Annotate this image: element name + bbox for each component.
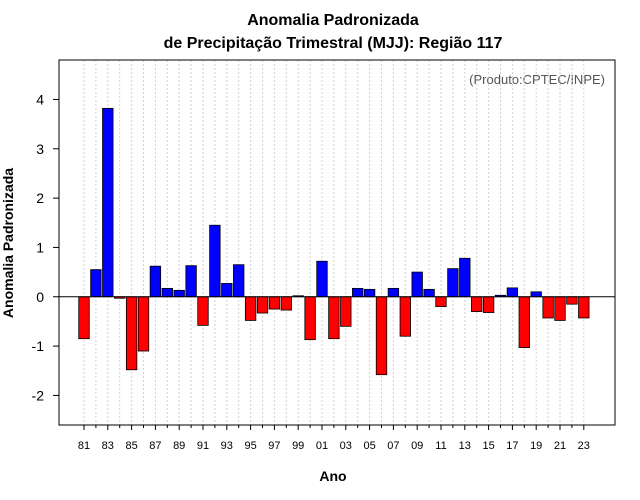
x-tick-label: 81 [78, 440, 90, 452]
y-tick-label: -1 [32, 338, 45, 354]
x-tick-label: 99 [292, 440, 304, 452]
bar-2003 [340, 296, 352, 327]
y-axis: -2 -1 0 1 2 3 4 [32, 91, 59, 403]
x-tick-label: 23 [578, 440, 590, 452]
x-tick-label: 97 [268, 440, 280, 452]
bar-2008 [399, 296, 411, 337]
x-tick-label: 93 [221, 440, 233, 452]
x-tick-label: 21 [554, 440, 566, 452]
bar-2010 [423, 288, 435, 298]
bar-2001 [316, 260, 328, 298]
x-tick-label: 15 [482, 440, 494, 452]
bar-1989 [173, 289, 185, 298]
x-tick-label: 09 [411, 440, 423, 452]
bar-1993 [221, 283, 233, 298]
bar-2013 [459, 257, 471, 298]
x-tick-label: 83 [102, 440, 114, 452]
bar-2018 [518, 296, 530, 348]
bar-2004 [352, 287, 364, 298]
plot-frame [58, 59, 616, 426]
bar-1997 [268, 296, 281, 310]
bar-2022 [566, 296, 578, 305]
bar-1996 [256, 296, 269, 314]
x-tick-label: 19 [530, 440, 542, 452]
bar-2009 [411, 271, 423, 298]
bar-2021 [554, 296, 566, 321]
x-tick-label: 17 [506, 440, 518, 452]
x-tick-label: 13 [459, 440, 471, 452]
x-tick-label: 07 [387, 440, 399, 452]
bar-1990 [185, 265, 197, 298]
bar-2011 [435, 296, 447, 308]
bar-1992 [209, 224, 221, 298]
bar-2012 [447, 268, 459, 298]
x-tick-label: 03 [340, 440, 352, 452]
bar-2014 [471, 296, 483, 312]
bar-2000 [304, 296, 316, 341]
x-tick-label: 91 [197, 440, 209, 452]
bar-1995 [244, 296, 257, 321]
y-tick-label: 3 [36, 141, 44, 157]
y-axis-label: Anomalia Padronizada [0, 168, 16, 318]
bar-1994 [233, 264, 245, 298]
x-axis-label: Ano [319, 468, 346, 484]
x-tick-label: 87 [149, 440, 161, 452]
bar-2019 [530, 291, 542, 298]
x-tick-label: 01 [316, 440, 328, 452]
bar-1985 [125, 296, 138, 371]
bar-1982 [90, 269, 102, 298]
bar-2020 [542, 296, 554, 319]
y-tick-label: 0 [36, 289, 44, 305]
chart-title: Anomalia Padronizada [247, 12, 419, 29]
bar-2023 [578, 296, 590, 319]
x-axis: 81 83 85 87 89 91 93 95 97 99 01 03 05 07 09 11 13 15 17 19… [78, 425, 590, 452]
bar-1981 [78, 296, 90, 340]
bar-2007 [387, 287, 400, 298]
credit-annotation: (Produto:CPTEC/INPE) [469, 72, 605, 87]
bar-2015 [482, 296, 495, 313]
bar-1986 [137, 296, 150, 352]
bars-layer [78, 107, 590, 376]
bar-2005 [363, 288, 376, 298]
bar-2006 [375, 296, 388, 376]
x-tick-label: 11 [435, 440, 446, 452]
y-tick-label: 2 [36, 190, 44, 206]
y-tick-label: -2 [32, 387, 45, 403]
bar-1988 [161, 287, 173, 298]
grid-layer [83, 60, 585, 425]
chart-subtitle: de Precipitação Trimestral (MJJ): Região… [164, 35, 503, 52]
x-tick-label: 05 [363, 440, 375, 452]
bar-2017 [506, 287, 519, 298]
y-tick-label: 1 [36, 239, 44, 255]
x-tick-label: 85 [125, 440, 137, 452]
bar-1991 [197, 296, 209, 326]
bar-1987 [149, 265, 162, 298]
bar-1983 [102, 107, 114, 298]
y-tick-label: 4 [36, 91, 44, 107]
bar-2002 [328, 296, 340, 340]
x-tick-label: 89 [173, 440, 185, 452]
bar-1998 [280, 296, 292, 311]
x-tick-label: 95 [244, 440, 256, 452]
